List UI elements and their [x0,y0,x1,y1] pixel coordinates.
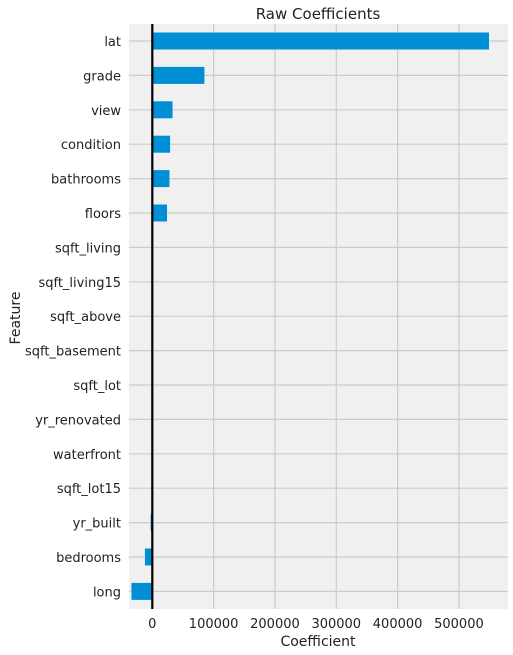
y-tick-label: waterfront [53,448,121,463]
y-tick-label: sqft_living [55,241,121,256]
y-tick-label: sqft_lot [73,379,121,394]
x-tick-label: 200000 [250,617,300,632]
x-tick-labels: 0 100000 200000 300000 400000 500000 [148,617,484,632]
grid-lines [129,24,508,609]
bar-floors [152,204,168,222]
bar-condition [152,135,171,153]
y-tick-label: lat [104,35,121,50]
y-tick-label: sqft_living15 [38,276,121,291]
x-tick-label: 300000 [311,617,361,632]
bar-bedrooms [144,548,153,566]
x-axis-label: Coefficient [280,634,356,650]
y-tick-label: bathrooms [51,173,121,188]
y-axis-label: Feature [8,292,24,345]
y-tick-label: yr_renovated [35,413,121,428]
bar-view [152,101,173,119]
x-tick-label: 500000 [434,617,484,632]
y-tick-label: view [91,104,121,119]
y-tick-label: sqft_above [50,310,121,325]
bar-grade [152,66,205,84]
y-tick-label: yr_built [73,517,121,532]
y-tick-label: long [93,585,121,600]
chart-title: Raw Coefficients [256,5,381,23]
x-tick-label: 100000 [189,617,239,632]
bar-bathrooms [152,170,170,188]
x-tick-label: 0 [148,617,156,632]
x-tick-label: 400000 [373,617,423,632]
y-tick-label: sqft_basement [25,345,121,360]
y-tick-label: sqft_lot15 [57,482,121,497]
y-tick-label: bedrooms [56,551,121,566]
bar-long [131,582,153,600]
y-tick-labels: lat grade view condition bathrooms floors sqft… [25,35,121,600]
y-tick-label: floors [85,207,121,222]
y-tick-label: grade [83,69,121,84]
y-tick-label: condition [61,138,121,153]
bar-lat [152,32,489,50]
